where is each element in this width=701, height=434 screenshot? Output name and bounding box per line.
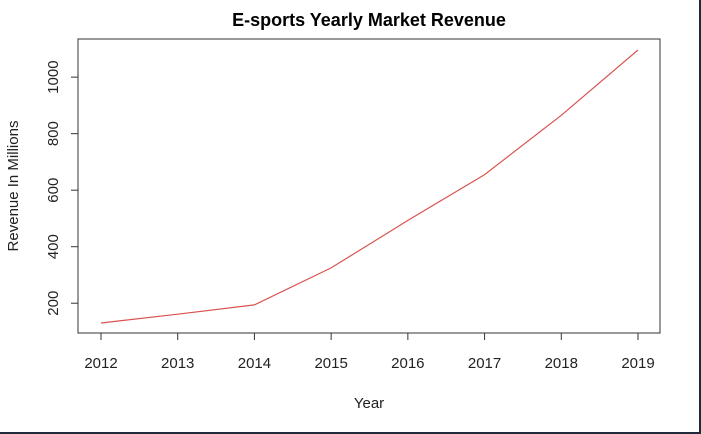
plot-area	[77, 38, 661, 334]
series-line	[100, 49, 639, 324]
x-tick-label: 2015	[314, 355, 347, 372]
x-axis: 2012 2013 2014 2015 2016 2017 2018 2019	[84, 333, 655, 372]
y-tick-label: 1000	[45, 60, 62, 93]
y-tick-label: 800	[45, 121, 62, 146]
x-tick-label: 2017	[468, 355, 501, 372]
y-tick-label: 600	[45, 178, 62, 203]
x-axis-label: Year	[354, 395, 384, 412]
y-axis: 200 400 600 800 1000	[45, 60, 78, 316]
x-tick-label: 2019	[621, 355, 654, 372]
y-axis-label: Revenue In Millions	[5, 121, 22, 252]
x-tick-label: 2018	[545, 355, 578, 372]
x-tick-label: 2014	[238, 355, 271, 372]
series-group	[100, 49, 639, 324]
y-tick-label: 400	[45, 234, 62, 259]
y-tick-label: 200	[45, 291, 62, 316]
chart-title: E-sports Yearly Market Revenue	[232, 10, 506, 30]
x-tick-label: 2013	[161, 355, 194, 372]
x-tick-label: 2012	[84, 355, 117, 372]
x-tick-label: 2016	[391, 355, 424, 372]
